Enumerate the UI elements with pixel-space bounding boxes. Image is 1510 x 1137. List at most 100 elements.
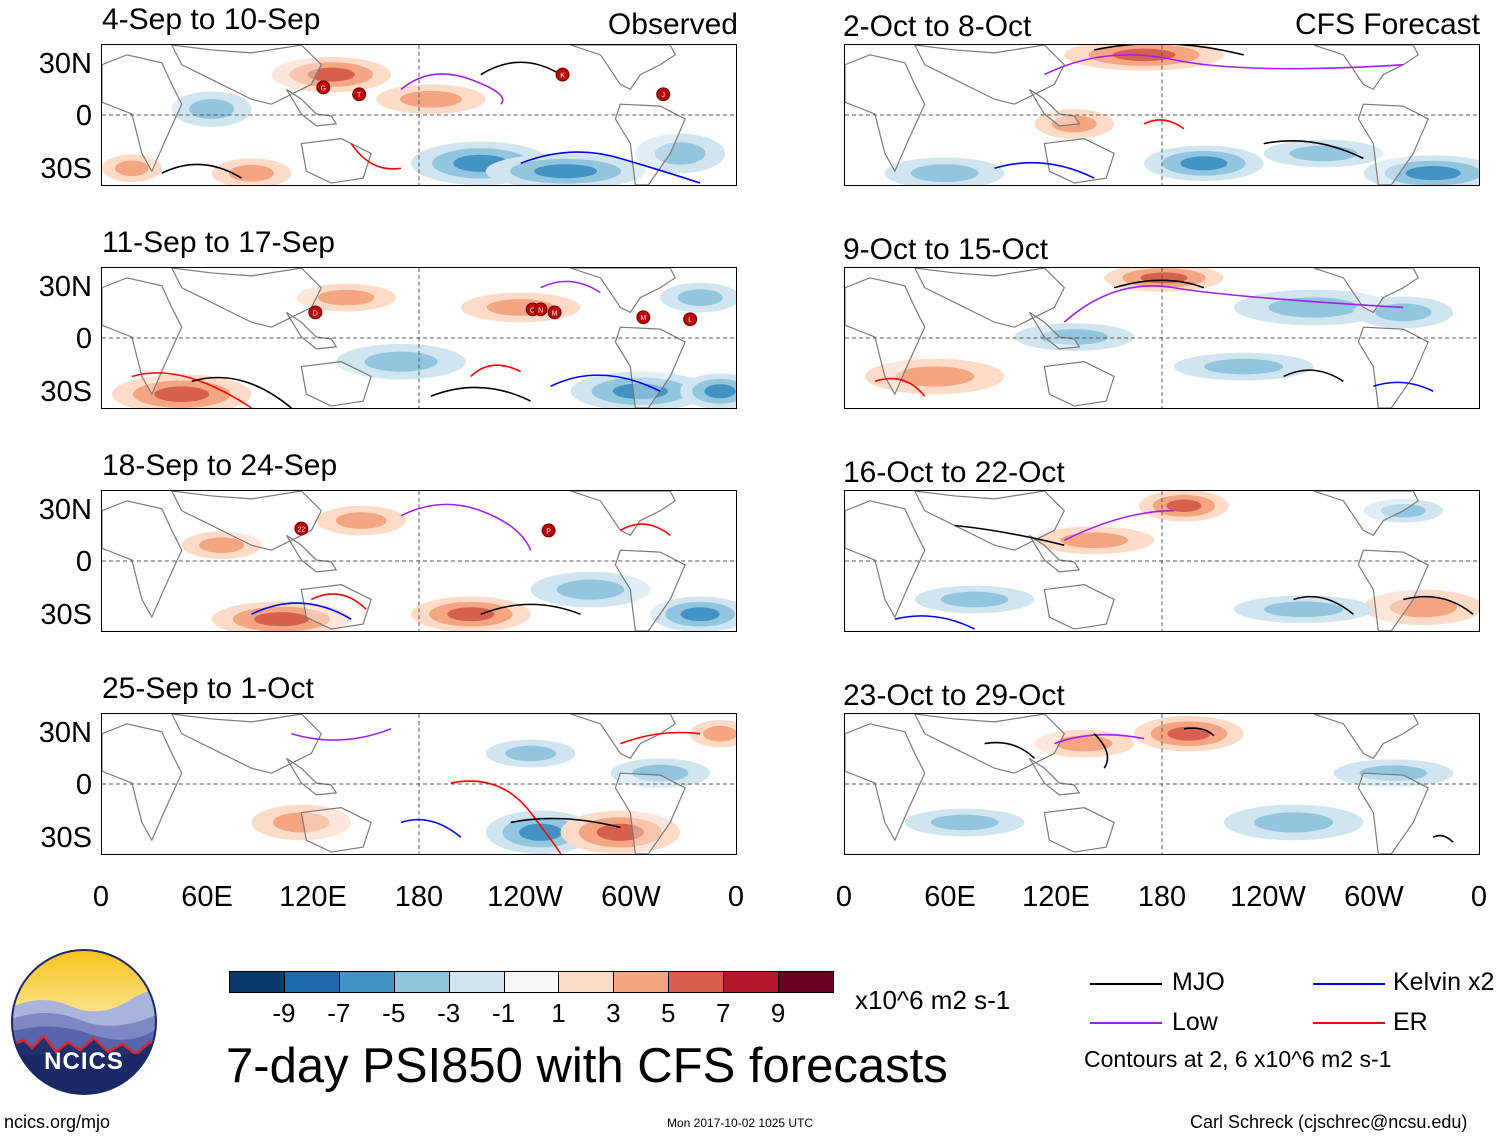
lat-label-30s: 30S xyxy=(40,376,92,408)
panel-title-fc-1: 2-Oct to 8-Oct xyxy=(843,10,1032,43)
map-canvas xyxy=(845,268,1479,408)
storm-marker: P xyxy=(541,523,556,538)
lon-label: 60E xyxy=(181,881,233,913)
coastline xyxy=(300,807,372,853)
anomaly-shading xyxy=(632,764,689,782)
wave-contour xyxy=(1063,285,1404,323)
wave-contour xyxy=(450,780,562,854)
coastline xyxy=(102,277,183,396)
wave-contour xyxy=(1044,54,1404,76)
wave-contour xyxy=(191,376,292,408)
colorbar-tick-label: -9 xyxy=(272,998,296,1028)
anomaly-shading xyxy=(519,823,563,841)
wave-contour xyxy=(1373,381,1434,392)
lat-label-30s: 30S xyxy=(40,153,92,185)
lon-label: 180 xyxy=(394,881,444,913)
storm-label: T xyxy=(357,92,362,99)
coastline xyxy=(102,500,183,619)
colorbar-swatch xyxy=(338,971,395,993)
anomaly-shading xyxy=(273,812,330,833)
coastline xyxy=(285,311,338,350)
storm-label: 22 xyxy=(297,526,305,533)
coastline xyxy=(914,268,1066,328)
coastline xyxy=(300,361,372,407)
colorbar-units: x10^6 m2 s-1 xyxy=(855,985,1011,1015)
panel-title-fc-2: 9-Oct to 15-Oct xyxy=(843,233,1049,266)
wave-contour xyxy=(510,817,621,829)
legend-label-er: ER xyxy=(1393,1008,1428,1036)
ncics-logo-text: NCICS xyxy=(44,1048,124,1075)
storm-marker: N xyxy=(533,302,548,317)
coastline xyxy=(1028,757,1081,796)
anomaly-shading xyxy=(1040,329,1109,345)
legend-label-low: Low xyxy=(1172,1008,1218,1036)
anomaly-shading xyxy=(1405,166,1461,181)
colorbar-tick-label: 3 xyxy=(606,998,621,1028)
storm-marker: D xyxy=(308,305,323,320)
coastline xyxy=(1313,268,1419,314)
anomaly-shading xyxy=(677,289,723,306)
map-canvas xyxy=(845,45,1479,185)
legend-line-kelvin xyxy=(1313,983,1385,985)
map-panel-fc-4 xyxy=(844,713,1480,855)
anomaly-shading xyxy=(253,612,309,627)
storm-label: J xyxy=(661,92,664,99)
wave-contour xyxy=(1113,279,1205,289)
wave-contour xyxy=(161,163,242,179)
wave-contour xyxy=(291,728,392,741)
colorbar-tick-label: 5 xyxy=(661,998,676,1028)
anomaly-shading xyxy=(154,386,210,402)
anomaly-shading xyxy=(335,512,387,529)
storm-label: M xyxy=(640,315,646,322)
storm-label: N xyxy=(538,307,543,314)
coastline xyxy=(914,491,1066,551)
lat-label-eq: 0 xyxy=(75,546,92,578)
coastline xyxy=(614,549,686,631)
wave-contour xyxy=(131,372,252,408)
map-canvas xyxy=(845,714,1479,854)
coastline xyxy=(171,45,323,105)
anomaly-shading xyxy=(199,537,245,554)
anomaly-shading xyxy=(1264,601,1343,618)
legend-line-mjo xyxy=(1090,983,1162,985)
wave-contour xyxy=(350,143,402,170)
coastline xyxy=(614,103,686,185)
wave-contour xyxy=(894,615,975,630)
observed-label: Observed xyxy=(607,8,738,41)
anomaly-shading xyxy=(704,384,736,399)
timestamp: Mon 2017-10-02 1025 UTC xyxy=(667,1116,814,1130)
coastline xyxy=(1313,491,1419,537)
lon-label: 0 xyxy=(835,881,853,913)
anomaly-shading xyxy=(1359,765,1428,781)
coastline xyxy=(570,45,676,91)
wave-contour xyxy=(1283,369,1344,383)
anomaly-shading xyxy=(364,351,438,372)
storm-marker: J xyxy=(656,87,671,102)
colorbar-swatch xyxy=(613,971,670,993)
anomaly-shading xyxy=(1375,303,1432,322)
storm-label: O xyxy=(530,307,536,314)
coastline xyxy=(1357,103,1429,185)
coastline xyxy=(1357,326,1429,408)
lat-label-30s: 30S xyxy=(40,599,92,631)
anomaly-shading xyxy=(447,607,495,622)
colorbar-tick-label: -1 xyxy=(491,998,516,1028)
colorbar-swatch xyxy=(448,971,505,993)
anomaly-shading xyxy=(1166,499,1202,513)
ncics-logo: NCICS xyxy=(10,948,158,1096)
anomaly-shading xyxy=(1167,726,1211,741)
wave-contour xyxy=(520,151,701,184)
map-canvas xyxy=(845,491,1479,631)
coastline xyxy=(1043,138,1115,184)
wave-contour xyxy=(619,523,671,536)
forecast-label: CFS Forecast xyxy=(1294,8,1480,41)
colorbar-tick-label: 1 xyxy=(551,998,566,1028)
wave-contour xyxy=(1432,834,1454,843)
map-panel-fc-1 xyxy=(844,44,1480,186)
coastline xyxy=(1043,361,1115,407)
storm-marker: M xyxy=(547,305,562,320)
colorbar-swatch xyxy=(503,971,560,993)
storm-label: K xyxy=(560,73,565,80)
wave-contour xyxy=(480,61,561,76)
